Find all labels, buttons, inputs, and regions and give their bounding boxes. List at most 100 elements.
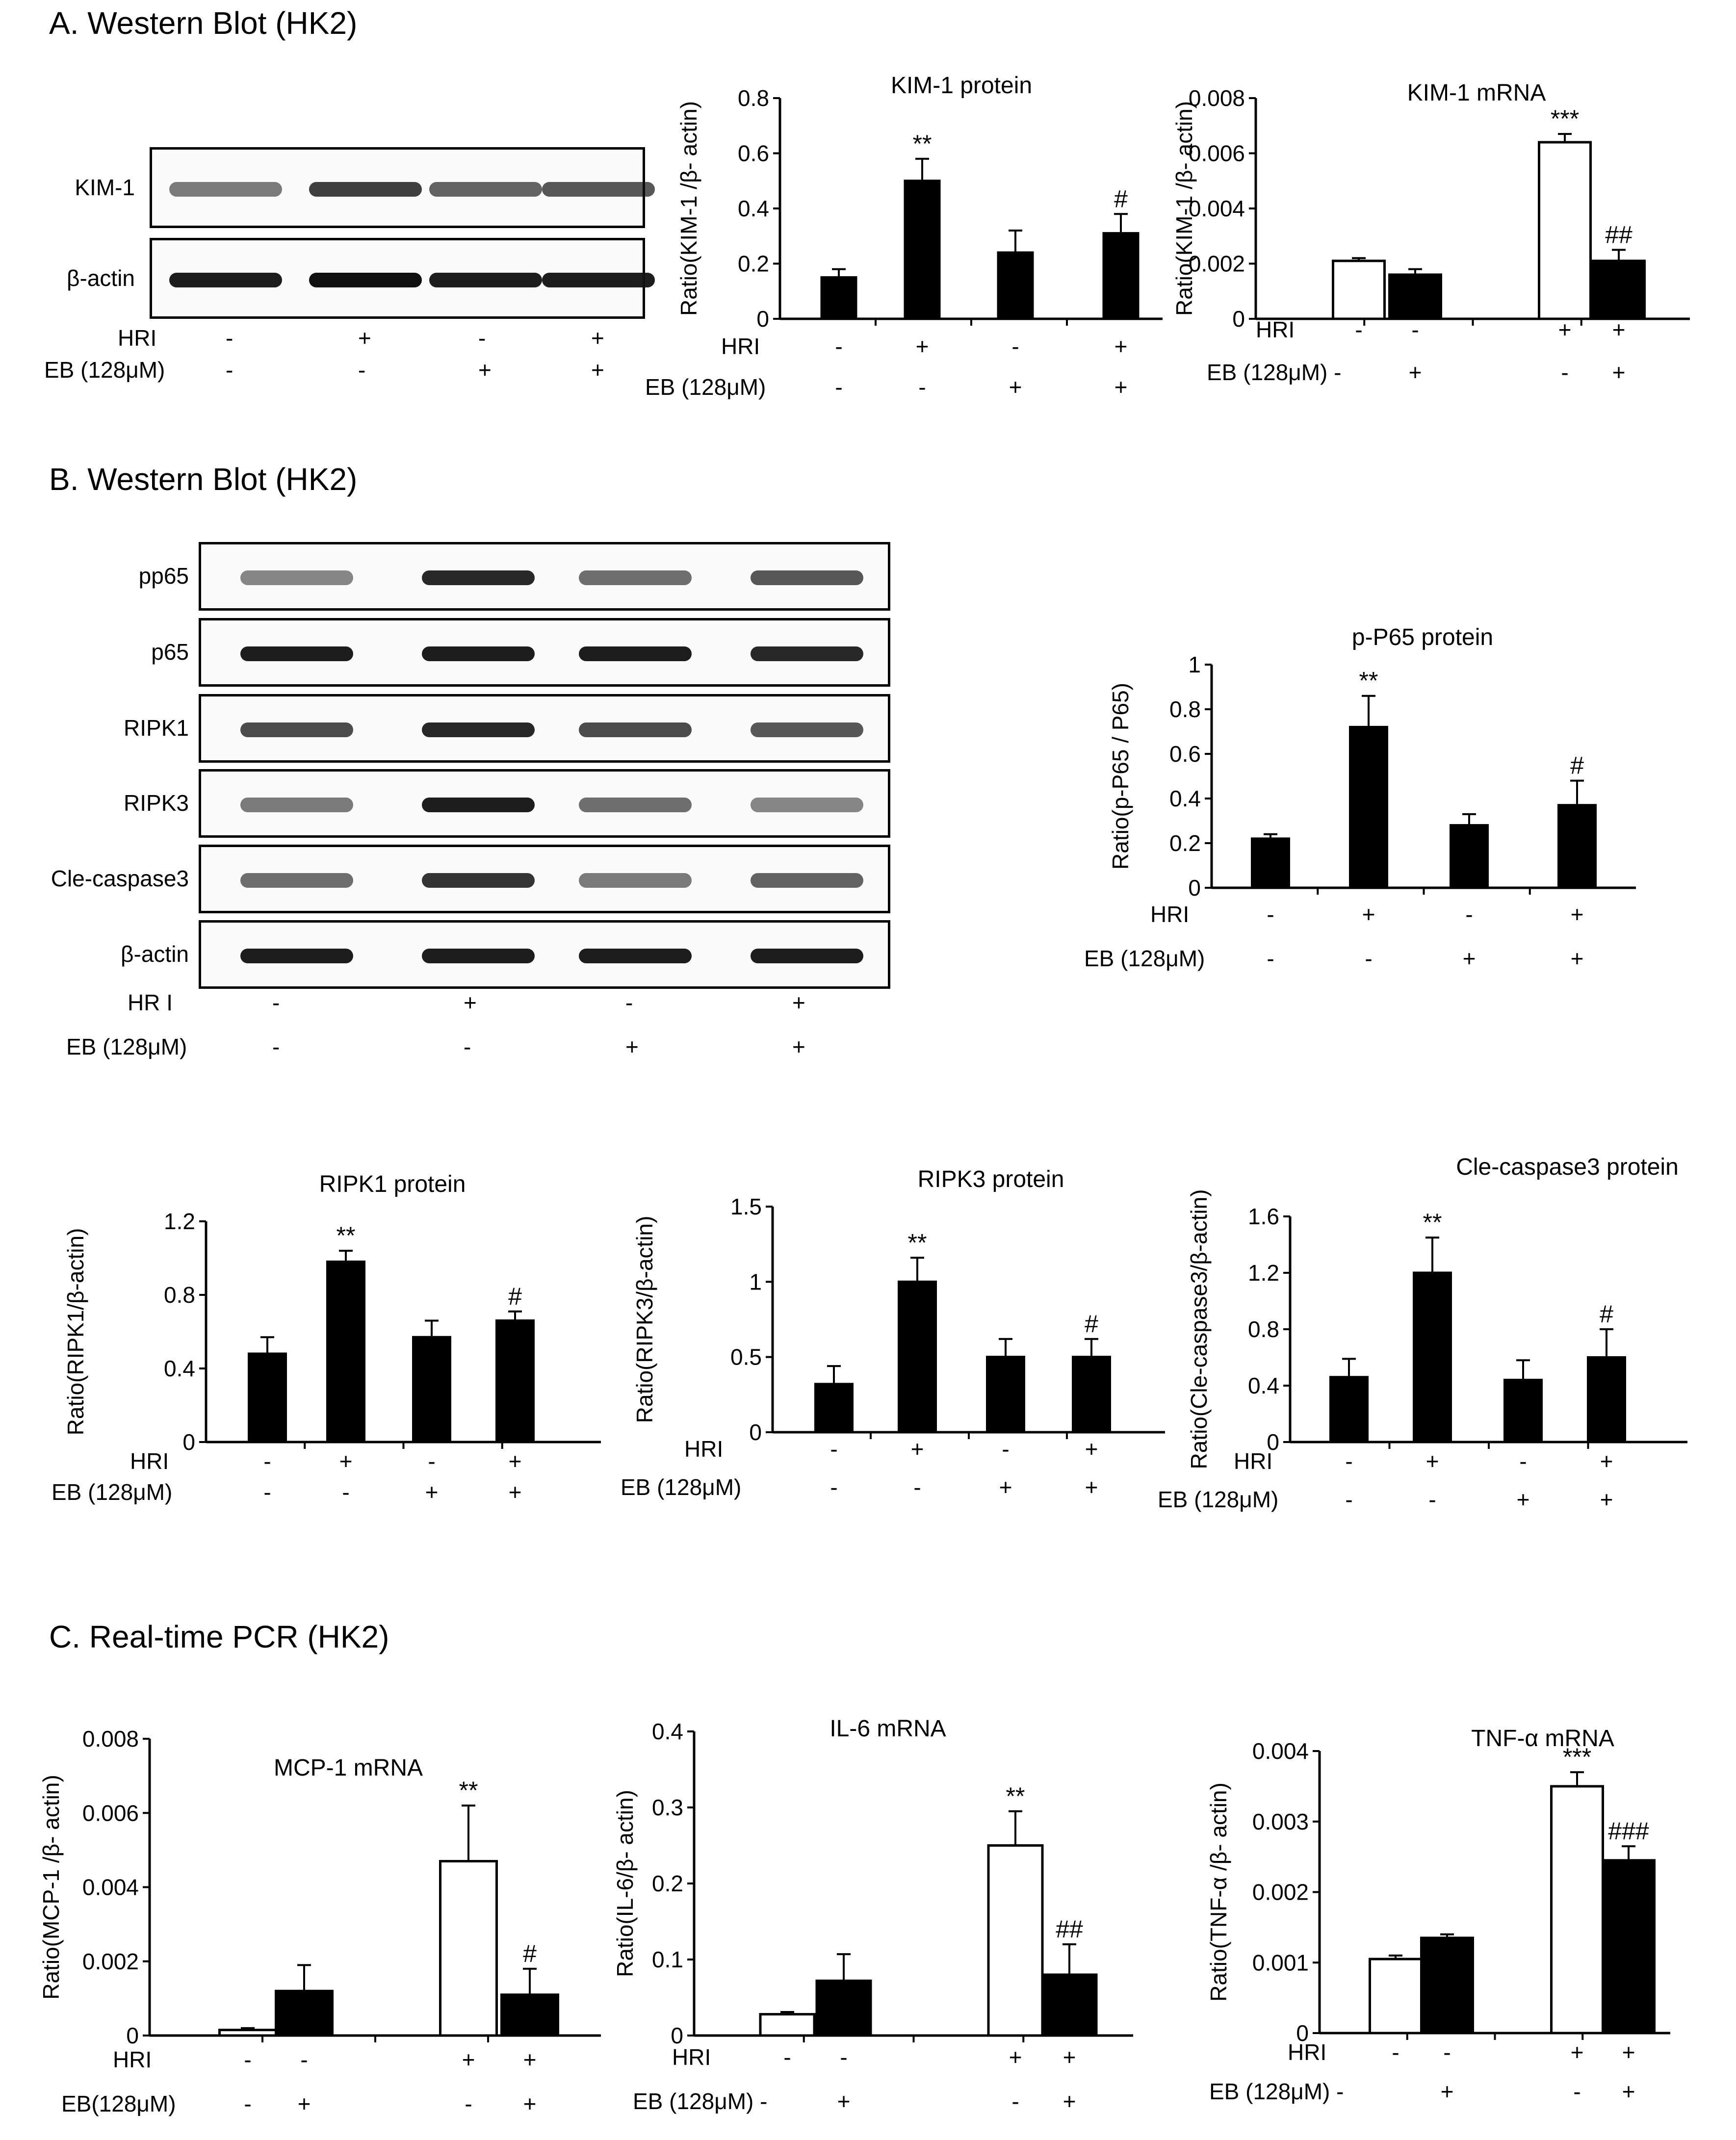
y-tick-label: 0.3: [652, 1795, 683, 1820]
y-axis-label: Ratio(Cle-caspase3/β-actin): [1186, 1189, 1212, 1469]
blot-band: [422, 798, 535, 812]
chart-title: RIPK3 protein: [918, 1166, 1064, 1192]
significance-label: **: [1006, 1782, 1025, 1810]
y-tick-label: 0.8: [1169, 696, 1201, 722]
eb-sign: +: [298, 2091, 311, 2116]
eb-sign: +: [425, 1479, 439, 1505]
bar: [815, 1979, 872, 2037]
hr-label: HRI: [1256, 317, 1295, 342]
eb-sign: -: [244, 2091, 251, 2116]
significance-label: **: [1423, 1209, 1442, 1236]
y-tick-label: 0: [1232, 306, 1245, 332]
eb-label: EB (128μM) -: [1207, 360, 1341, 385]
bar: [218, 2029, 277, 2037]
eb-label: EB (128μM): [52, 1479, 172, 1505]
y-tick-label: 0: [1296, 2020, 1309, 2046]
significance-label: **: [908, 1229, 927, 1256]
y-tick-label: 0.008: [82, 1726, 139, 1752]
eb-sign: -: [464, 1034, 471, 1059]
blot-row-label: p65: [151, 639, 189, 665]
blot-row-label: RIPK3: [124, 790, 189, 816]
chart-title: Cle-caspase3 protein: [1456, 1154, 1679, 1180]
bar: [1587, 1356, 1626, 1444]
bar: [814, 1383, 854, 1434]
y-tick-label: 0.2: [738, 251, 769, 277]
blot-band: [429, 181, 542, 197]
significance-label: ###: [1608, 1817, 1649, 1845]
y-tick-label: 0: [182, 1429, 195, 1455]
y-tick-label: 0.1: [652, 1947, 683, 1972]
y-axis-label: Ratio(KIM-1 /β- actin): [1171, 101, 1197, 316]
significance-label: ***: [1563, 1743, 1591, 1771]
bar: [1041, 1973, 1098, 2037]
blot-band: [422, 949, 535, 963]
blot-band: [169, 272, 282, 287]
eb-sign: -: [226, 357, 233, 383]
y-axis-label: Ratio(RIPK3/β-actin): [632, 1216, 657, 1423]
bar: [248, 1352, 287, 1444]
hr-label: HRI: [1234, 1448, 1272, 1474]
hr-label: HRI: [684, 1436, 723, 1462]
hr-sign: +: [1085, 1436, 1098, 1462]
y-tick-label: 0.8: [164, 1282, 195, 1308]
bar: [898, 1280, 937, 1434]
hr-label: HRI: [1150, 902, 1189, 927]
eb-sign: -: [1011, 2088, 1019, 2114]
eb-sign: +: [478, 357, 492, 383]
eb-sign: +: [591, 357, 604, 383]
y-tick-label: 0.4: [1248, 1373, 1279, 1398]
significance-label: #: [1570, 752, 1584, 779]
bar: [987, 1844, 1044, 2037]
blot-band: [751, 873, 863, 888]
hr-label: HR I: [128, 990, 173, 1015]
blot-row-label: Cle-caspase3: [51, 866, 189, 891]
bar: [1592, 259, 1646, 320]
blot-band: [169, 181, 282, 197]
hr-sign: +: [509, 1448, 522, 1474]
blot-band: [240, 873, 353, 888]
blot-row-2: [199, 694, 890, 763]
y-axis-label: Ratio(IL-6/β- actin): [612, 1790, 638, 1977]
bar: [1550, 1785, 1604, 2035]
blot-band: [579, 646, 692, 661]
hr-sign: +: [1558, 317, 1572, 342]
blot-row-0: [199, 542, 890, 611]
blot-band: [542, 181, 655, 197]
eb-sign: -: [1573, 2079, 1581, 2104]
y-axis-label: Ratio(KIM-1 /β- actin): [676, 101, 701, 316]
eb-sign: -: [1365, 946, 1372, 971]
hr-sign: -: [835, 334, 842, 359]
hr-sign: +: [523, 2047, 537, 2072]
section-title-a: A. Western Blot (HK2): [49, 5, 358, 41]
significance-label: **: [337, 1222, 356, 1249]
y-tick-label: 0.002: [1189, 251, 1245, 277]
eb-sign: -: [465, 2091, 472, 2116]
bar: [1450, 824, 1489, 889]
eb-sign: -: [830, 1474, 837, 1500]
chart-title: KIM-1 protein: [891, 73, 1032, 99]
significance-label: ***: [1551, 105, 1579, 132]
hr-sign: -: [1267, 902, 1274, 927]
bar: [275, 1989, 334, 2037]
y-tick-label: 0.4: [1169, 786, 1201, 811]
hr-sign: +: [358, 325, 371, 351]
blot-band: [751, 949, 863, 963]
hr-sign: +: [1571, 2039, 1584, 2065]
eb-label: EB (128μM): [66, 1034, 187, 1059]
significance-label: #: [523, 1940, 537, 1967]
y-tick-label: 0: [671, 2023, 683, 2048]
bar: [439, 1860, 498, 2037]
blot-band: [422, 722, 535, 737]
hr-sign: -: [1443, 2039, 1451, 2065]
y-tick-label: 0.002: [82, 1949, 139, 1974]
blot-row-label: β-actin: [67, 265, 135, 291]
eb-sign: -: [1428, 1487, 1436, 1512]
hr-sign: -: [625, 990, 633, 1015]
bar: [1538, 141, 1592, 320]
eb-sign: +: [1114, 374, 1128, 400]
hr-sign: +: [911, 1436, 924, 1462]
